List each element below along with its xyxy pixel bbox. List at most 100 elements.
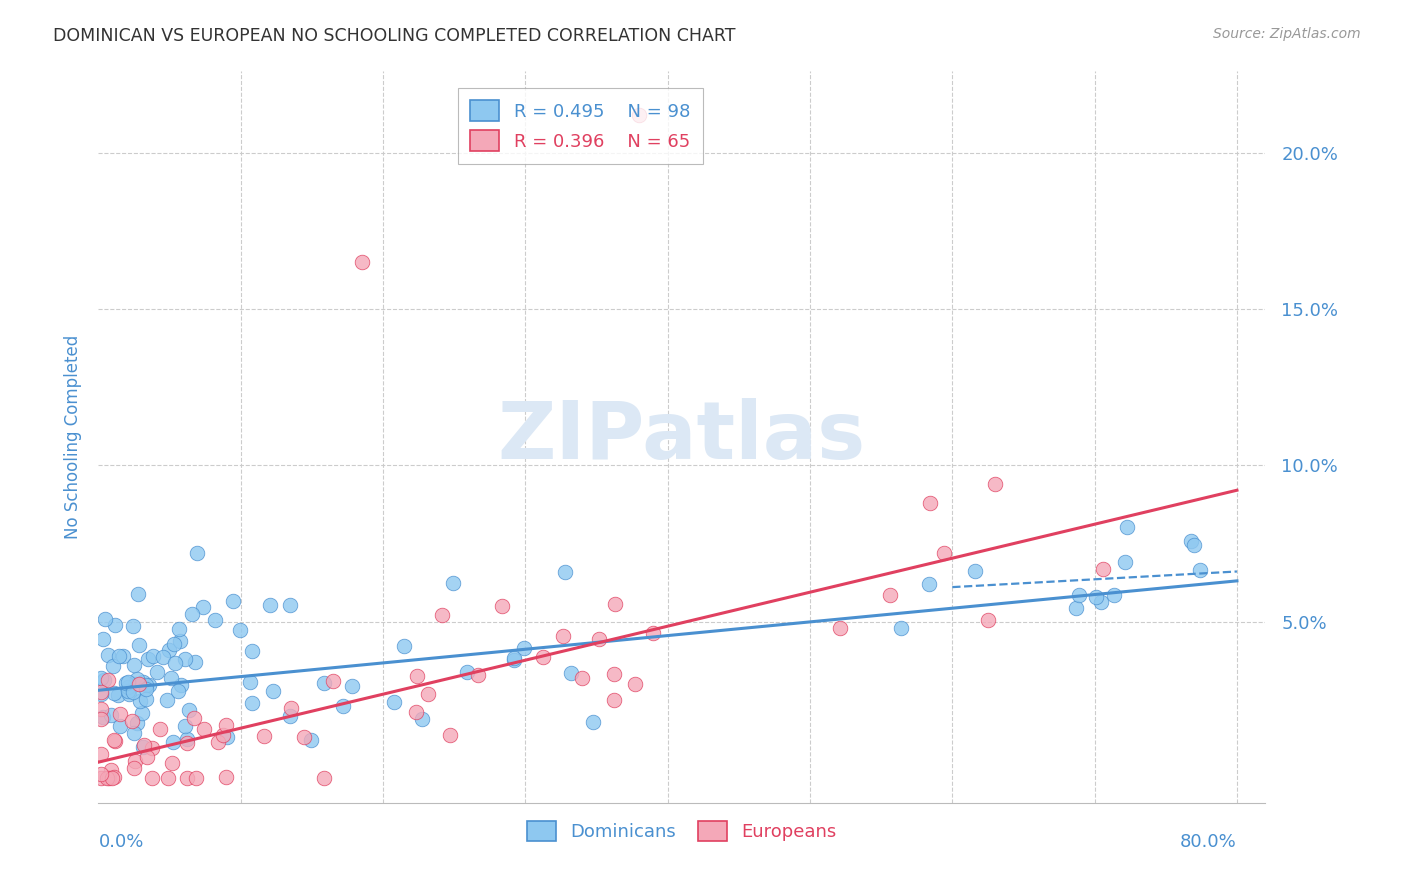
- Point: [135, 692, 157, 706]
- Point: [90, 747, 112, 761]
- Point: [149, 722, 172, 736]
- Point: [141, 741, 163, 756]
- Point: [918, 577, 941, 591]
- Point: [121, 619, 143, 633]
- Point: [103, 686, 125, 700]
- Point: [152, 650, 174, 665]
- Point: [628, 108, 651, 122]
- Point: [582, 715, 605, 730]
- Point: [215, 770, 238, 784]
- Point: [624, 676, 647, 690]
- Point: [382, 695, 405, 709]
- Point: [90, 671, 112, 685]
- Point: [1114, 555, 1136, 569]
- Point: [163, 637, 186, 651]
- Point: [879, 588, 901, 602]
- Point: [128, 677, 150, 691]
- Point: [1102, 588, 1125, 602]
- Point: [141, 771, 163, 785]
- Point: [207, 735, 229, 749]
- Point: [90, 712, 112, 726]
- Point: [280, 598, 302, 612]
- Text: 0.0%: 0.0%: [98, 833, 143, 851]
- Point: [97, 673, 120, 687]
- Point: [240, 644, 263, 658]
- Point: [93, 612, 115, 626]
- Point: [169, 633, 191, 648]
- Point: [170, 678, 193, 692]
- Point: [262, 683, 284, 698]
- Point: [204, 613, 226, 627]
- Point: [104, 734, 127, 748]
- Point: [177, 703, 200, 717]
- Point: [104, 618, 127, 632]
- Point: [229, 623, 252, 637]
- Point: [467, 668, 489, 682]
- Point: [132, 739, 155, 754]
- Point: [1180, 533, 1202, 548]
- Point: [90, 685, 112, 699]
- Point: [169, 622, 191, 636]
- Point: [553, 629, 575, 643]
- Point: [456, 665, 478, 680]
- Point: [160, 756, 183, 771]
- Point: [111, 648, 134, 663]
- Text: Source: ZipAtlas.com: Source: ZipAtlas.com: [1213, 27, 1361, 41]
- Point: [828, 621, 851, 635]
- Point: [239, 674, 262, 689]
- Point: [222, 593, 245, 607]
- Point: [136, 749, 159, 764]
- Point: [322, 674, 344, 689]
- Point: [131, 706, 153, 720]
- Point: [1064, 600, 1087, 615]
- Point: [1116, 520, 1139, 534]
- Point: [156, 693, 179, 707]
- Point: [299, 733, 322, 747]
- Point: [125, 673, 148, 687]
- Point: [176, 731, 198, 746]
- Point: [90, 766, 112, 780]
- Point: [132, 738, 155, 752]
- Point: [890, 622, 912, 636]
- Point: [121, 714, 143, 728]
- Point: [976, 613, 998, 627]
- Point: [531, 650, 554, 665]
- Point: [280, 700, 302, 714]
- Point: [934, 546, 956, 560]
- Point: [157, 643, 180, 657]
- Point: [132, 674, 155, 689]
- Point: [332, 698, 354, 713]
- Point: [1085, 590, 1108, 604]
- Point: [163, 656, 186, 670]
- Point: [108, 648, 131, 663]
- Point: [560, 666, 582, 681]
- Point: [100, 764, 122, 778]
- Point: [186, 546, 208, 560]
- Point: [103, 733, 125, 747]
- Point: [394, 639, 416, 653]
- Point: [121, 685, 143, 699]
- Point: [91, 710, 114, 724]
- Point: [350, 255, 373, 269]
- Point: [193, 722, 215, 736]
- Legend: Dominicans, Europeans: Dominicans, Europeans: [520, 814, 844, 848]
- Point: [124, 754, 146, 768]
- Point: [90, 702, 112, 716]
- Point: [259, 599, 281, 613]
- Point: [124, 677, 146, 691]
- Point: [91, 632, 114, 646]
- Point: [503, 651, 526, 665]
- Point: [181, 607, 204, 622]
- Text: ZIPatlas: ZIPatlas: [498, 398, 866, 476]
- Point: [183, 711, 205, 725]
- Point: [965, 564, 987, 578]
- Point: [312, 676, 335, 690]
- Point: [571, 671, 593, 685]
- Point: [1188, 563, 1211, 577]
- Point: [129, 694, 152, 708]
- Point: [156, 771, 179, 785]
- Point: [127, 587, 149, 601]
- Point: [513, 640, 536, 655]
- Point: [117, 681, 139, 695]
- Point: [136, 651, 159, 665]
